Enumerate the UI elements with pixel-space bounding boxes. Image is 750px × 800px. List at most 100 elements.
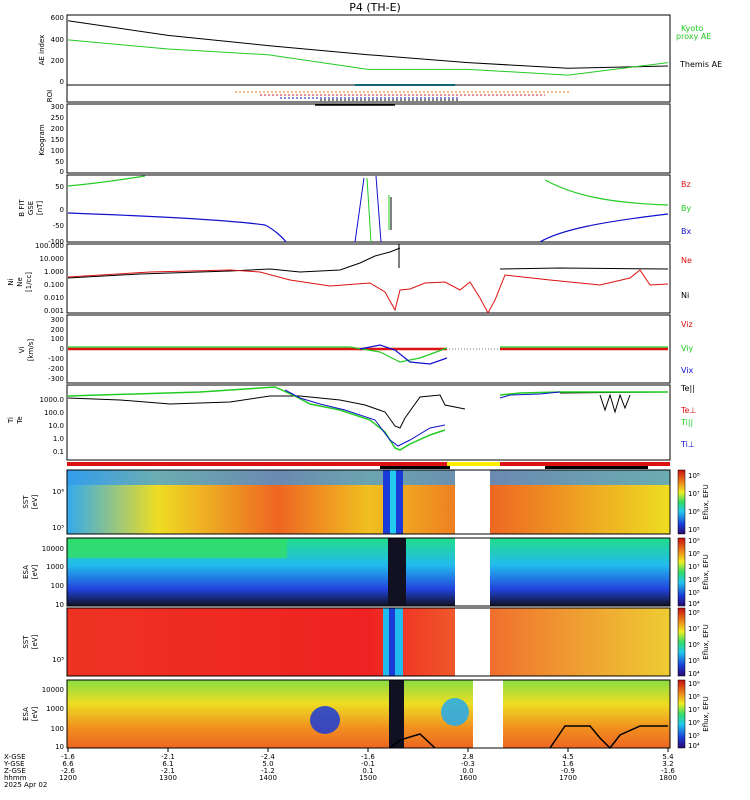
spec4-channel [389,680,404,748]
temperature-ytick-1000: 1000.0 [40,396,65,404]
spec2-frame [66,537,671,607]
spec1-top-band [67,470,670,485]
density-ytick-10: 10.000 [40,255,65,263]
footer-row-xgse: X-GSE [4,753,26,761]
spec3-channel-core [389,608,395,676]
footer-row-date: 2025 Apr 02 [4,781,47,789]
spec2-gap [455,538,490,606]
spec3-ylabel-2: [eV] [31,634,39,649]
density-ni-series [67,247,669,279]
bfield-bx-series [67,212,669,243]
ae-ytick-200: 200 [51,57,64,65]
ae-ytick-600: 600 [51,14,64,22]
keogram-ytick-300: 300 [51,103,64,111]
bfield-ylabel-3: [nT] [36,201,44,215]
footer-cell-4-0: 2.8 [462,753,473,761]
density-legend-ne: Ne [681,256,692,265]
velocity-ytick-200: 200 [51,326,64,334]
temperature-frame [66,384,671,461]
colorbar-4-label: Eflux, EFU [702,696,710,731]
velocity-viy-series [68,346,668,363]
bfield-ytick-0: 0 [60,206,64,214]
colorbar-3 [677,607,686,677]
colorbar-1-tick-3: 10⁵ [688,526,700,534]
status-bar-red-b [500,462,670,466]
footer-cell-3-3: 1500 [359,774,377,782]
keogram-ytick-100: 100 [51,147,64,155]
colorbar-1 [677,469,686,535]
keogram-ylabel: Keogram [38,124,46,155]
footer-cell-2-0: -2.4 [261,753,275,761]
colorbars: Eflux, EFU Eflux, EFU Eflux, EFU Eflux, … [677,469,710,750]
ae-legend-kyoto: Kyoto [681,24,703,33]
footer-cell-6-1: 3.2 [662,760,673,768]
temperature-ytick-1: 1.0 [53,435,64,443]
footer-cell-1-2: -2.1 [161,767,175,775]
temperature-ylabel-2: Te [16,416,24,424]
bfield-legend-by: By [681,204,691,213]
velocity-ytick-0: 0 [60,345,64,353]
density-ytick-1: 1.000 [44,268,64,276]
colorbar-4-tick-5: 10⁴ [688,742,700,750]
footer-cell-5-1: 1.6 [562,760,574,768]
footer-cell-1-1: 6.1 [162,760,173,768]
density-ytick-100: 100.000 [35,242,64,250]
spec1-panel: SST [eV] 10⁶ 10⁵ [22,469,671,535]
colorbar-4-tick-1: 10⁸ [688,693,700,701]
ae-legend-themis: Themis AE [679,60,722,69]
ae-ytick-400: 400 [51,36,64,44]
spec4-blob-left [310,706,340,734]
velocity-ylabel-2: [km/s] [27,339,35,362]
temperature-ti-series [67,386,668,451]
ae-kyoto-series [67,39,669,76]
colorbar-1-tick-0: 10⁸ [688,472,700,480]
spec1-ylabel-1: SST [22,495,30,509]
spec4-ytick-1000: 1000 [46,705,64,713]
footer-row-zgse: Z-GSE [4,767,26,775]
axis-footer: X-GSE Y-GSE Z-GSE hhmm 2025 Apr 02 -1.66… [3,748,677,789]
spec1-frame [66,469,671,535]
ae-legend-proxy: proxy AE [676,32,711,41]
footer-cell-1-0: -2.1 [161,753,175,761]
bfield-ytick-50: 50 [55,183,64,191]
colorbar-3-tick-3: 10⁵ [688,657,700,665]
footer-cell-4-3: 1600 [459,774,477,782]
status-bar-black-b [545,466,648,469]
bfield-ytick-m100: -100 [48,238,64,246]
density-frame [66,243,671,314]
footer-cell-0-3: 1200 [59,774,77,782]
keogram-panel: Keogram 300 250 200 150 100 50 0 [38,103,671,176]
spec4-ylabel-2: [eV] [31,706,39,721]
spec2-ylabel-1: ESA [22,565,30,579]
colorbar-4-tick-0: 10⁹ [688,680,700,688]
velocity-ytick-m300: -300 [48,375,64,383]
colorbar-4-tick-3: 10⁶ [688,719,700,727]
spec4-black-line [389,725,668,750]
spec4-blob-right [441,698,469,726]
density-ytick-0001: 0.001 [44,307,64,315]
bfield-panel: B FIT GSE [nT] 50 0 -50 -100 Bz By Bx [18,174,691,246]
keogram-ytick-0: 0 [60,168,64,176]
ae-ytick-0: 0 [60,78,64,86]
roi-ylabel: ROI [46,90,54,102]
bfield-spike-green [366,177,390,243]
spec2-ytick-10: 10 [55,601,64,609]
footer-cell-2-3: 1400 [259,774,277,782]
spec4-gap [473,680,503,748]
plot-title: P4 (TH-E) [349,1,401,14]
status-bar-yellow [447,462,500,466]
ae-frame [66,14,671,86]
footer-cell-0-2: -2.6 [61,767,75,775]
temperature-panel: Ti Te 1000.0 100.0 10.0 1.0 0.1 Te|| Te⊥… [7,384,696,461]
footer-cell-0-1: 6.6 [62,760,74,768]
bfield-by-series [67,175,669,206]
roi-panel: ROI [46,84,671,103]
footer-cell-2-1: 5.0 [262,760,273,768]
bfield-legend-bz: Bz [681,180,691,189]
spec3-ylabel-1: SST [22,635,30,649]
spec1-ytick-a: 10⁶ [52,488,64,496]
velocity-legend-vix: Vix [681,366,694,375]
ae-ylabel: AE index [38,35,46,66]
velocity-ytick-m200: -200 [48,365,64,373]
